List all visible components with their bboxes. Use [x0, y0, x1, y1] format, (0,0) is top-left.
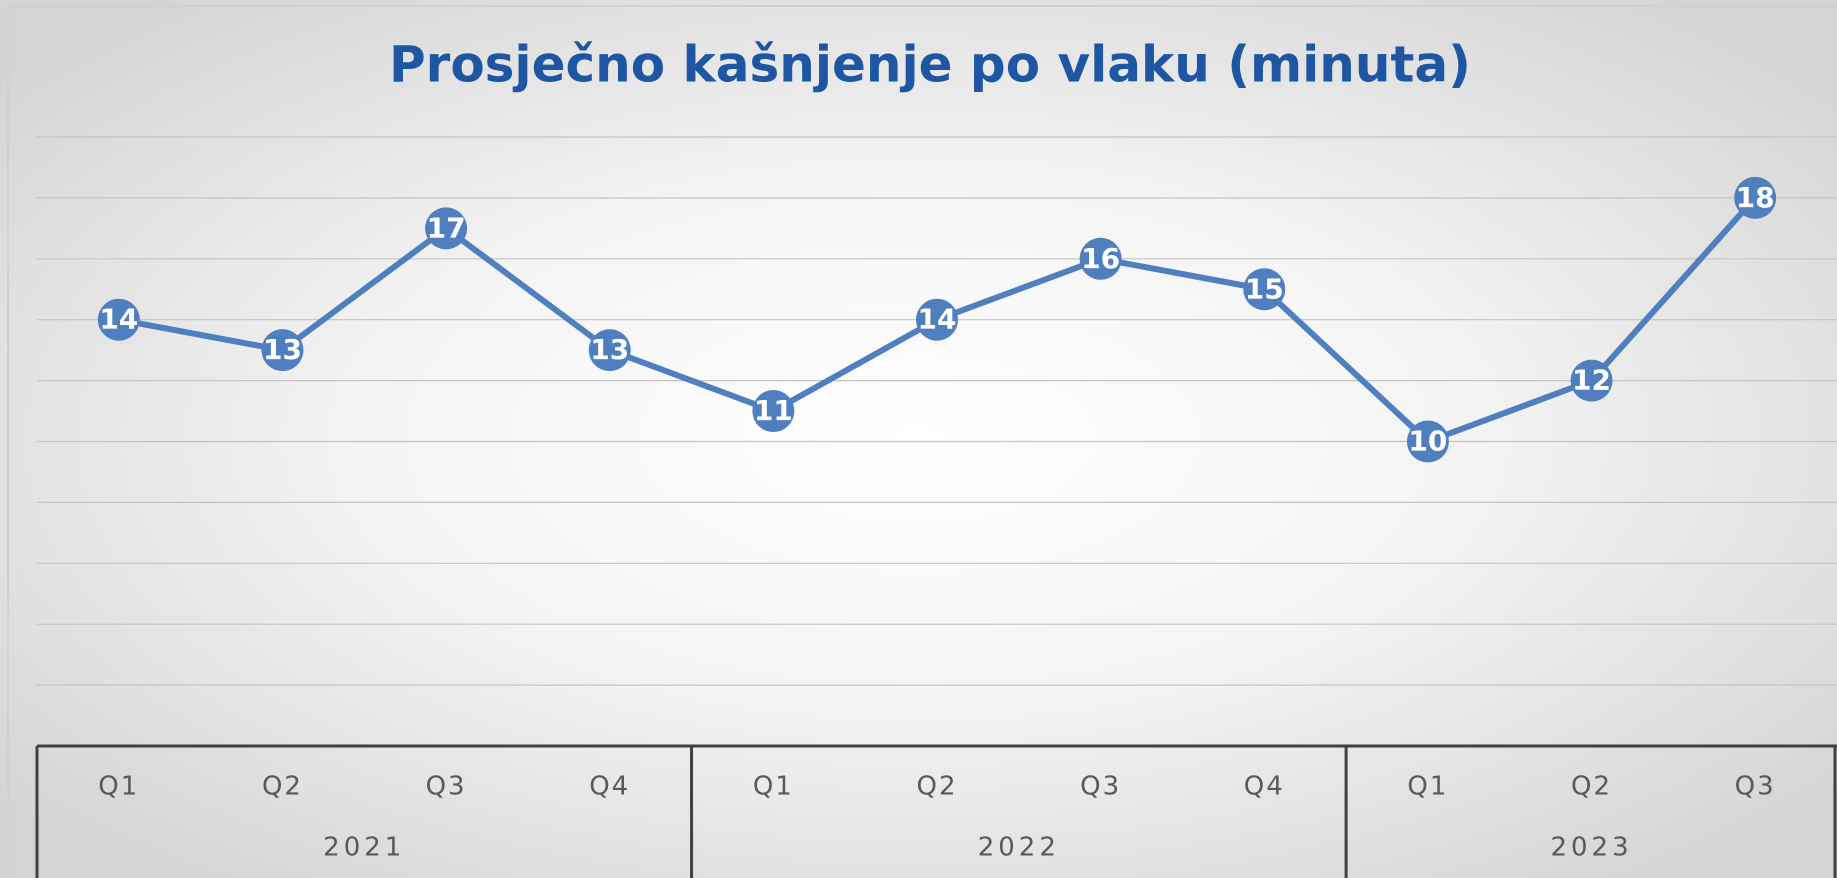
data-point — [752, 390, 795, 433]
data-point — [916, 298, 958, 341]
data-point — [1570, 359, 1613, 402]
x-tick-label: Q1 — [1407, 772, 1448, 802]
x-tick-label: Q4 — [589, 772, 630, 802]
x-tick-label: Q3 — [1080, 772, 1121, 802]
x-tick-label: Q3 — [1735, 772, 1776, 802]
x-tick-label: Q1 — [98, 772, 139, 802]
data-label: 18 — [1736, 181, 1775, 214]
x-tick-label: Q1 — [753, 772, 794, 802]
data-point — [261, 329, 304, 372]
data-label: 14 — [918, 303, 957, 336]
data-label: 14 — [99, 303, 138, 336]
data-label: 12 — [1572, 364, 1611, 397]
chart-title: Prosječno kašnjenje po vlaku (minuta) — [389, 36, 1471, 94]
data-label: 15 — [1245, 272, 1284, 305]
data-label: 16 — [1081, 242, 1120, 275]
data-label: 17 — [427, 211, 466, 244]
data-point — [588, 329, 631, 372]
group-label: 2023 — [1550, 833, 1632, 863]
data-point — [425, 207, 468, 250]
group-label: 2022 — [978, 833, 1060, 863]
data-label: 13 — [590, 333, 629, 366]
data-point — [1079, 237, 1122, 280]
data-point — [1734, 176, 1777, 219]
x-tick-label: Q3 — [426, 772, 467, 802]
group-label: 2021 — [323, 833, 405, 863]
x-tick-label: Q2 — [262, 772, 303, 802]
data-label: 10 — [1408, 425, 1447, 458]
x-tick-label: Q2 — [1571, 772, 1612, 802]
x-tick-label: Q2 — [916, 772, 957, 802]
data-label: 13 — [263, 333, 302, 366]
data-point — [1243, 268, 1286, 311]
data-point — [1406, 420, 1449, 463]
x-tick-label: Q4 — [1244, 772, 1285, 802]
data-label: 11 — [754, 394, 793, 427]
data-point — [97, 298, 140, 341]
